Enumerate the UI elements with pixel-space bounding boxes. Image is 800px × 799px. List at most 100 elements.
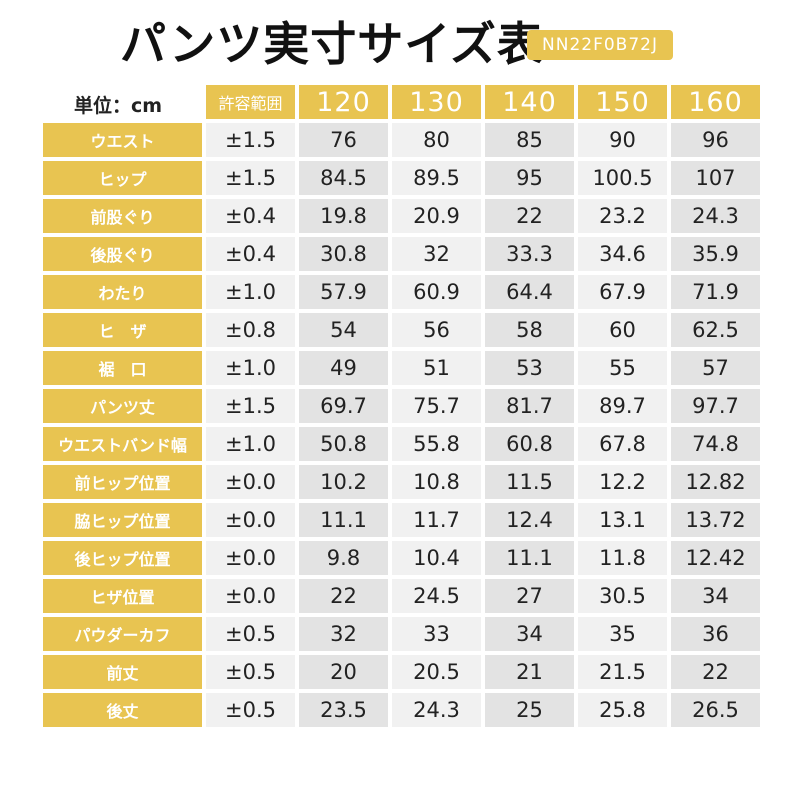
value-cell: 35 [578,617,667,651]
row-label: わたり [43,275,202,309]
value-cell: 57.9 [299,275,388,309]
value-cell: 32 [299,617,388,651]
tolerance-cell: ±1.0 [206,427,295,461]
header-size: 130 [392,85,481,119]
value-cell: 19.8 [299,199,388,233]
value-cell: 90 [578,123,667,157]
value-cell: 12.2 [578,465,667,499]
value-cell: 20 [299,655,388,689]
value-cell: 35.9 [671,237,760,271]
value-cell: 53 [485,351,574,385]
value-cell: 69.7 [299,389,388,423]
value-cell: 34.6 [578,237,667,271]
row-label: 後股ぐり [43,237,202,271]
value-cell: 51 [392,351,481,385]
tolerance-cell: ±0.0 [206,465,295,499]
value-cell: 80 [392,123,481,157]
value-cell: 12.4 [485,503,574,537]
value-cell: 67.8 [578,427,667,461]
row-label: ウエストバンド幅 [43,427,202,461]
tolerance-cell: ±0.0 [206,503,295,537]
tolerance-cell: ±1.5 [206,161,295,195]
value-cell: 64.4 [485,275,574,309]
value-cell: 34 [671,579,760,613]
value-cell: 12.42 [671,541,760,575]
row-label: ウエスト [43,123,202,157]
tolerance-cell: ±1.0 [206,275,295,309]
value-cell: 26.5 [671,693,760,727]
value-cell: 60 [578,313,667,347]
value-cell: 36 [671,617,760,651]
row-label: パンツ丈 [43,389,202,423]
value-cell: 56 [392,313,481,347]
tolerance-cell: ±0.5 [206,617,295,651]
tolerance-cell: ±0.4 [206,199,295,233]
row-label: ヒザ位置 [43,579,202,613]
unit-label: 単位：cm [74,95,163,117]
value-cell: 22 [671,655,760,689]
value-cell: 60.8 [485,427,574,461]
value-cell: 95 [485,161,574,195]
value-cell: 22 [299,579,388,613]
tolerance-cell: ±1.5 [206,123,295,157]
value-cell: 33 [392,617,481,651]
value-cell: 23.2 [578,199,667,233]
value-cell: 57 [671,351,760,385]
tolerance-cell: ±0.8 [206,313,295,347]
value-cell: 85 [485,123,574,157]
value-cell: 74.8 [671,427,760,461]
header-tolerance: 許容範囲 [206,85,295,119]
value-cell: 89.7 [578,389,667,423]
value-cell: 100.5 [578,161,667,195]
value-cell: 9.8 [299,541,388,575]
row-label: パウダーカフ [43,617,202,651]
value-cell: 60.9 [392,275,481,309]
header-size: 140 [485,85,574,119]
header-size: 160 [671,85,760,119]
row-label: 前丈 [43,655,202,689]
value-cell: 25.8 [578,693,667,727]
row-label: ヒ ザ [43,313,202,347]
tolerance-cell: ±0.0 [206,541,295,575]
tolerance-cell: ±0.4 [206,237,295,271]
page-title: パンツ実寸サイズ表 [120,17,544,71]
value-cell: 11.7 [392,503,481,537]
value-cell: 75.7 [392,389,481,423]
value-cell: 84.5 [299,161,388,195]
value-cell: 76 [299,123,388,157]
value-cell: 55 [578,351,667,385]
value-cell: 54 [299,313,388,347]
value-cell: 62.5 [671,313,760,347]
row-label: 脇ヒップ位置 [43,503,202,537]
value-cell: 21.5 [578,655,667,689]
tolerance-cell: ±1.0 [206,351,295,385]
value-cell: 34 [485,617,574,651]
table-corner [43,85,202,119]
value-cell: 20.5 [392,655,481,689]
value-cell: 81.7 [485,389,574,423]
value-cell: 23.5 [299,693,388,727]
value-cell: 27 [485,579,574,613]
value-cell: 21 [485,655,574,689]
row-label: 前ヒップ位置 [43,465,202,499]
product-code-badge: NN22F0B72J [527,30,673,60]
value-cell: 32 [392,237,481,271]
value-cell: 22 [485,199,574,233]
value-cell: 97.7 [671,389,760,423]
row-label: 前股ぐり [43,199,202,233]
value-cell: 25 [485,693,574,727]
value-cell: 11.8 [578,541,667,575]
value-cell: 89.5 [392,161,481,195]
tolerance-cell: ±0.5 [206,693,295,727]
value-cell: 10.8 [392,465,481,499]
value-cell: 24.5 [392,579,481,613]
value-cell: 24.3 [392,693,481,727]
value-cell: 55.8 [392,427,481,461]
value-cell: 10.2 [299,465,388,499]
value-cell: 20.9 [392,199,481,233]
value-cell: 12.82 [671,465,760,499]
value-cell: 11.1 [485,541,574,575]
value-cell: 96 [671,123,760,157]
size-table: 許容範囲 120 130 140 150 160 ウエスト ±1.5 76 80 85 9… [43,85,760,727]
value-cell: 33.3 [485,237,574,271]
